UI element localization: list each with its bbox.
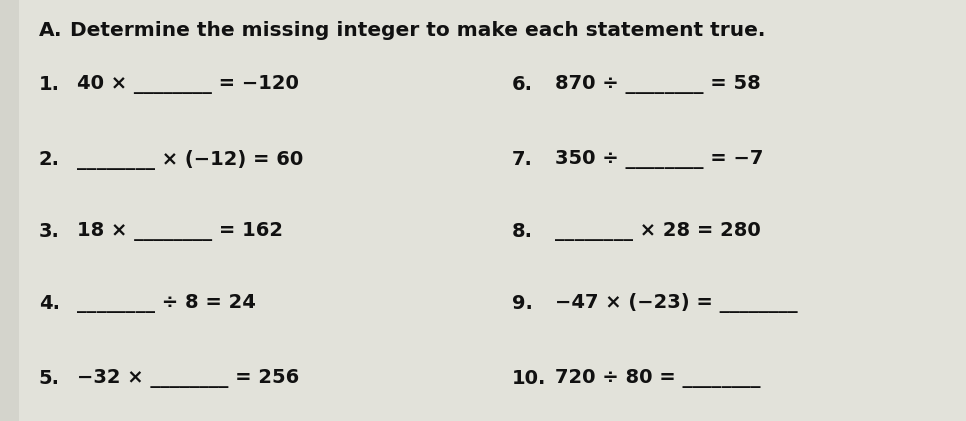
Text: 9.: 9. xyxy=(512,293,533,313)
Text: 8.: 8. xyxy=(512,222,533,241)
Text: 350 ÷ ________ = −7: 350 ÷ ________ = −7 xyxy=(555,150,764,170)
Text: A.: A. xyxy=(39,21,62,40)
Text: 3.: 3. xyxy=(39,222,60,241)
Text: 720 ÷ 80 = ________: 720 ÷ 80 = ________ xyxy=(555,369,761,389)
FancyBboxPatch shape xyxy=(19,0,966,421)
Text: 5.: 5. xyxy=(39,369,60,389)
Text: −32 × ________ = 256: −32 × ________ = 256 xyxy=(77,369,299,389)
Text: 1.: 1. xyxy=(39,75,60,94)
Text: 2.: 2. xyxy=(39,150,60,170)
Text: −47 × (−23) = ________: −47 × (−23) = ________ xyxy=(555,293,798,313)
Text: ________ × 28 = 280: ________ × 28 = 280 xyxy=(555,222,761,241)
Text: 870 ÷ ________ = 58: 870 ÷ ________ = 58 xyxy=(555,75,761,94)
Text: Determine the missing integer to make each statement true.: Determine the missing integer to make ea… xyxy=(63,21,765,40)
Text: ________ × (−12) = 60: ________ × (−12) = 60 xyxy=(77,150,303,170)
Text: 6.: 6. xyxy=(512,75,533,94)
Text: 7.: 7. xyxy=(512,150,533,170)
Text: 4.: 4. xyxy=(39,293,60,313)
Text: 40 × ________ = −120: 40 × ________ = −120 xyxy=(77,75,299,94)
Text: 18 × ________ = 162: 18 × ________ = 162 xyxy=(77,222,283,241)
Text: ________ ÷ 8 = 24: ________ ÷ 8 = 24 xyxy=(77,293,256,313)
Text: 10.: 10. xyxy=(512,369,547,389)
